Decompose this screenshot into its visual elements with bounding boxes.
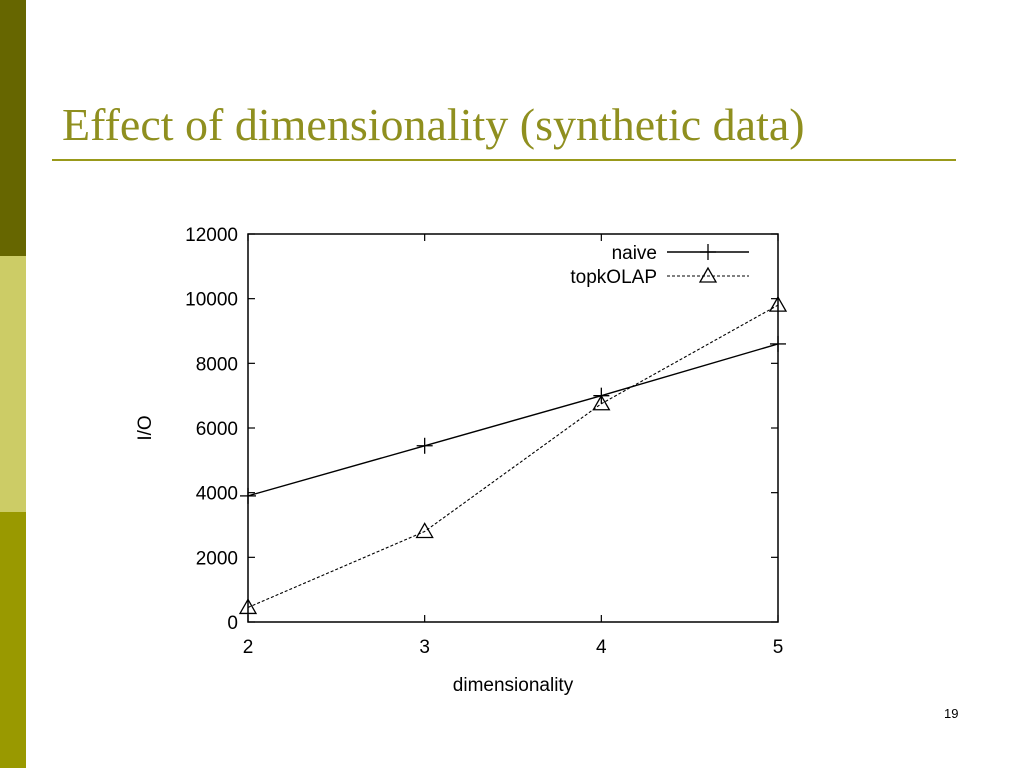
data-point-naive bbox=[770, 335, 786, 352]
series-line-naive bbox=[247, 343, 779, 497]
legend-marker-topkOLAP bbox=[698, 266, 718, 283]
legend-marker-naive bbox=[700, 244, 716, 260]
x-tick-label: 4 bbox=[596, 637, 607, 658]
x-axis-label: dimensionality bbox=[453, 675, 574, 696]
series-line-topkOLAP bbox=[247, 304, 779, 608]
legend-label-topkOLAP: topkOLAP bbox=[570, 267, 657, 288]
data-point-topkOLAP bbox=[768, 295, 788, 312]
y-tick-label: 0 bbox=[227, 613, 238, 634]
y-tick-label: 6000 bbox=[196, 419, 238, 440]
x-tick-label: 5 bbox=[773, 637, 784, 658]
y-axis-label: I/O bbox=[135, 415, 156, 440]
data-point-topkOLAP bbox=[592, 394, 611, 411]
side-bar-light bbox=[0, 256, 26, 512]
y-tick-label: 2000 bbox=[196, 548, 238, 569]
x-tick-label: 2 bbox=[243, 637, 254, 658]
y-tick-label: 4000 bbox=[196, 484, 238, 505]
slide-title: Effect of dimensionality (synthetic data… bbox=[62, 99, 805, 150]
title-rule bbox=[52, 159, 956, 161]
plot-frame bbox=[247, 233, 779, 623]
data-point-topkOLAP bbox=[238, 598, 258, 615]
data-point-naive bbox=[240, 487, 256, 504]
data-point-naive bbox=[416, 437, 433, 454]
y-tick-label: 12000 bbox=[185, 225, 238, 246]
y-tick-label: 10000 bbox=[185, 290, 238, 311]
data-point-topkOLAP bbox=[415, 522, 434, 539]
x-tick-label: 3 bbox=[419, 637, 430, 658]
side-bar-mid bbox=[0, 512, 26, 768]
slide-number: 19 bbox=[944, 706, 959, 721]
legend-label-naive: naive bbox=[612, 243, 657, 264]
y-tick-label: 8000 bbox=[196, 354, 238, 375]
side-bar-dark bbox=[0, 0, 26, 256]
